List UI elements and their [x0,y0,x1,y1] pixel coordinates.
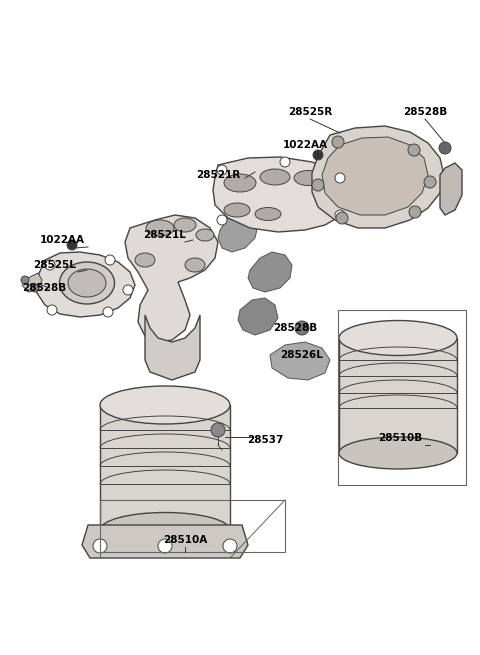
Circle shape [335,173,345,183]
Ellipse shape [100,386,230,424]
Circle shape [45,260,55,270]
Ellipse shape [196,229,214,241]
Ellipse shape [146,220,174,236]
Polygon shape [270,342,330,380]
Ellipse shape [255,208,281,221]
Polygon shape [125,215,218,342]
Circle shape [47,305,57,315]
Circle shape [439,142,451,154]
Circle shape [123,285,133,295]
Ellipse shape [135,253,155,267]
Circle shape [21,276,29,284]
Text: 1022AA: 1022AA [39,235,84,245]
Polygon shape [238,298,278,335]
Polygon shape [145,315,200,380]
Circle shape [313,150,323,160]
Text: 28525R: 28525R [288,107,332,117]
Circle shape [332,136,344,148]
Ellipse shape [339,437,457,469]
Ellipse shape [224,203,250,217]
Ellipse shape [224,174,256,192]
Circle shape [408,144,420,156]
Polygon shape [213,157,350,232]
Text: 28528B: 28528B [403,107,447,117]
Polygon shape [22,273,42,292]
Ellipse shape [185,258,205,272]
Polygon shape [312,126,444,228]
Bar [338,310,466,485]
Polygon shape [82,525,248,558]
Polygon shape [339,338,457,453]
Text: 28526L: 28526L [281,350,324,360]
Circle shape [217,165,227,175]
Polygon shape [440,163,462,215]
Text: 28510A: 28510A [163,535,207,545]
Circle shape [223,539,237,553]
Circle shape [295,321,309,335]
Circle shape [67,240,77,250]
Circle shape [103,307,113,317]
Ellipse shape [60,262,115,304]
Polygon shape [37,252,135,317]
Text: 28521L: 28521L [144,230,186,240]
Circle shape [280,157,290,167]
Circle shape [312,179,324,191]
Ellipse shape [339,320,457,356]
Ellipse shape [260,169,290,185]
Polygon shape [248,252,292,292]
Ellipse shape [294,170,322,185]
Ellipse shape [321,183,343,197]
Text: 28537: 28537 [247,435,283,445]
Ellipse shape [174,218,196,232]
Circle shape [31,284,39,292]
Text: 28528B: 28528B [22,283,66,293]
Text: 1022AA: 1022AA [283,140,327,150]
Text: 28525L: 28525L [34,260,76,270]
Circle shape [424,176,436,188]
Circle shape [105,255,115,265]
Circle shape [335,210,345,220]
Ellipse shape [100,512,230,548]
Text: 28521R: 28521R [196,170,240,180]
Ellipse shape [68,269,106,297]
Text: 28528B: 28528B [273,323,317,333]
Circle shape [211,423,225,437]
Text: 28510B: 28510B [378,433,422,443]
Circle shape [409,206,421,218]
Polygon shape [100,405,230,530]
Circle shape [93,539,107,553]
Circle shape [158,539,172,553]
Circle shape [336,212,348,224]
Polygon shape [322,137,428,215]
Polygon shape [218,212,258,252]
Circle shape [217,215,227,225]
Bar [100,500,285,552]
